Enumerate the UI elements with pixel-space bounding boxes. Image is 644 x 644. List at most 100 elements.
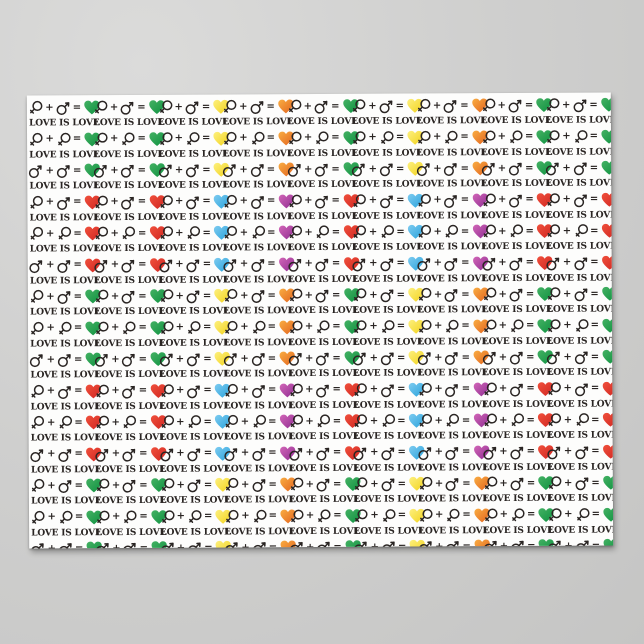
caption-text: LOVE IS LOVE (418, 462, 489, 473)
equation-line: + = (224, 412, 296, 431)
caption-text: LOVE IS LOVE (417, 336, 489, 347)
female-symbol-icon (251, 131, 265, 145)
female-symbol-icon (224, 194, 238, 208)
plus-sign: + (562, 225, 572, 237)
male-symbol-icon (574, 288, 587, 302)
caption-text: LOVE IS LOVE (94, 306, 166, 318)
pattern-cell: +=LOVE IS LOVE (354, 474, 425, 506)
plus-sign: + (563, 319, 572, 331)
female-symbol-icon (382, 508, 396, 522)
female-symbol-icon (187, 131, 200, 145)
male-symbol-icon (58, 480, 72, 493)
equals-sign: = (139, 510, 148, 522)
plus-sign: + (45, 101, 54, 113)
caption-text: LOVE IS LOVE (29, 181, 100, 192)
plus-sign: + (174, 101, 183, 113)
caption-text: LOVE IS LOVE (481, 241, 553, 253)
male-symbol-icon (57, 259, 71, 273)
equation-line: + = (353, 348, 425, 367)
equation-line: + = (417, 411, 489, 430)
male-symbol-icon (418, 541, 432, 549)
male-symbol-icon (29, 259, 43, 273)
equation-line: + = (288, 443, 360, 462)
pattern-cell: +=LOVE IS LOVE (547, 284, 614, 316)
plus-sign: + (305, 478, 315, 490)
love-is-love-poster: + = LOVE IS LOVE + = LOVE IS LOVE + = LOVE IS LO… (26, 92, 614, 549)
equation-line: + = (545, 95, 614, 114)
plus-sign: + (174, 164, 184, 176)
equals-sign: = (397, 415, 406, 427)
equals-sign: = (591, 445, 600, 457)
equals-sign: = (396, 289, 406, 301)
caption-text: LOVE IS LOVE (546, 178, 614, 189)
pattern-cell: +=LOVE IS LOVE (225, 412, 296, 444)
heart-icon (343, 162, 359, 177)
male-symbol-icon (354, 541, 368, 549)
plus-sign: + (111, 385, 120, 397)
heart-icon (85, 352, 101, 367)
pattern-cell: +=LOVE IS LOVE (30, 350, 101, 382)
equals-sign: = (332, 352, 341, 364)
plus-sign: + (110, 259, 120, 271)
heart-icon (150, 352, 166, 367)
male-symbol-icon (418, 446, 432, 460)
plus-sign: + (499, 477, 508, 489)
heart-icon (602, 381, 614, 396)
equation-line: + = (30, 413, 102, 432)
caption-text: LOVE IS LOVE (94, 180, 165, 192)
plus-sign: + (497, 162, 507, 174)
heart-icon (601, 223, 614, 238)
male-symbol-icon (252, 479, 265, 492)
female-symbol-icon (574, 129, 588, 143)
pattern-row: +=LOVE IS LOVE+=LOVE IS LOVE+=LOVE IS LO… (30, 410, 614, 445)
pattern-cell: +=LOVE IS LOVE (224, 381, 295, 413)
equation-line: + = (483, 505, 555, 524)
equals-sign: = (73, 290, 83, 302)
heart-icon (86, 447, 102, 461)
heart-icon (214, 257, 230, 272)
plus-sign: + (499, 446, 508, 458)
pattern-cell: +=LOVE IS LOVE (31, 508, 102, 540)
plus-sign: + (174, 195, 184, 207)
caption-text: LOVE IS LOVE (289, 494, 360, 506)
caption-text: LOVE IS LOVE (158, 243, 230, 254)
equation-line: + = (93, 224, 165, 243)
equals-sign: = (333, 541, 342, 549)
caption-text: LOVE IS LOVE (547, 367, 614, 378)
heart-icon (602, 412, 614, 427)
heart-icon (601, 192, 614, 207)
equation-line: + = (158, 255, 230, 274)
male-symbol-icon (509, 351, 523, 365)
plus-sign: + (369, 352, 378, 364)
heart-icon (215, 446, 231, 461)
plus-sign: + (111, 353, 120, 365)
heart-icon (84, 163, 100, 178)
female-symbol-icon (289, 194, 302, 207)
equation-line: + = (288, 380, 360, 399)
equals-sign: = (591, 508, 600, 520)
pattern-cell: +=LOVE IS LOVE (352, 96, 423, 128)
male-symbol-icon (187, 447, 201, 461)
equals-sign: = (137, 101, 146, 113)
pattern-cell: +=LOVE IS LOVE (223, 255, 295, 287)
pattern-row: +=LOVE IS LOVE+=LOVE IS LOVE+=LOVE IS LO… (29, 127, 614, 162)
equation-line: + = (160, 538, 232, 549)
equation-line: + = (481, 159, 553, 178)
male-symbol-icon (381, 478, 395, 492)
plus-sign: + (304, 321, 314, 333)
equation-line: + = (546, 253, 614, 272)
heart-icon (603, 475, 614, 490)
plus-sign: + (435, 540, 444, 549)
equation-line: + = (224, 538, 296, 549)
equation-line: + = (288, 412, 360, 431)
caption-text: LOVE IS LOVE (546, 335, 614, 347)
caption-text: LOVE IS LOVE (159, 337, 230, 349)
equals-sign: = (332, 446, 342, 458)
plus-sign: + (368, 131, 377, 143)
caption-text: LOVE IS LOVE (352, 116, 423, 127)
plus-sign: + (111, 448, 121, 460)
male-symbol-icon (444, 289, 458, 302)
plus-sign: + (239, 163, 248, 175)
female-symbol-icon (547, 224, 561, 238)
equation-line: + = (351, 96, 423, 115)
